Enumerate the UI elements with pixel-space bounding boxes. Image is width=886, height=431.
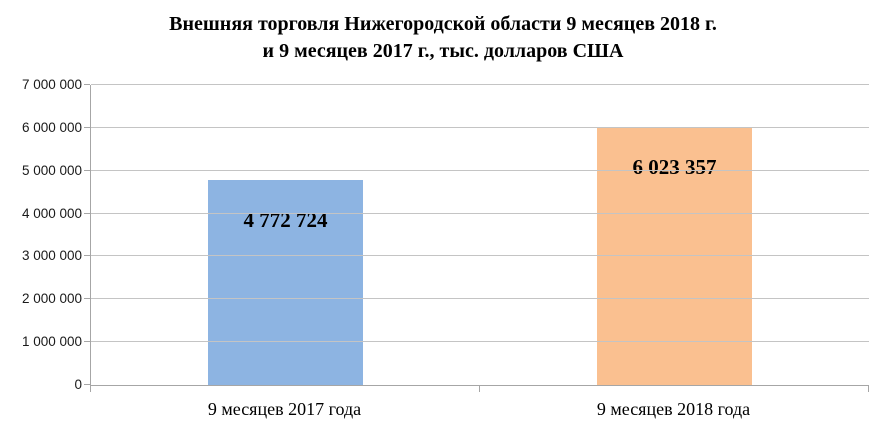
y-axis-labels: 0 1 000 000 2 000 000 3 000 000 4 000 000 5 0… (0, 77, 82, 392)
y-tick-mark (84, 341, 90, 343)
y-tick-mark (84, 212, 90, 214)
x-category-label: 9 месяцев 2018 года (596, 399, 751, 419)
x-tick-mark (90, 386, 91, 392)
chart-title-line-2: и 9 месяцев 2017 г., тыс. долларов США (262, 40, 624, 62)
bar-slot: 4 772 724 (91, 85, 480, 385)
gridline (91, 255, 869, 257)
gridline (91, 212, 869, 214)
y-tick-label: 2 000 000 (21, 291, 82, 307)
gridline (91, 126, 869, 128)
bar-slot: 6 023 357 (480, 85, 869, 385)
bars-row: 4 772 724 6 023 357 (91, 85, 869, 385)
x-axis-labels: 9 месяцев 2017 года 9 месяцев 2018 года (90, 397, 868, 421)
x-tick-mark (868, 386, 869, 392)
gridline (91, 169, 869, 171)
y-tick-mark (84, 255, 90, 257)
plot-area: 4 772 724 6 023 357 (84, 84, 869, 392)
x-tick-mark (479, 386, 480, 392)
y-tick-label: 4 000 000 (21, 205, 82, 221)
y-tick-label: 5 000 000 (21, 162, 82, 178)
y-tick-label: 6 000 000 (21, 119, 82, 135)
y-tick-mark (84, 298, 90, 300)
gridline (91, 298, 869, 300)
y-tick-mark (84, 84, 90, 85)
y-tick-label: 7 000 000 (21, 77, 82, 92)
gridline (91, 84, 869, 85)
y-tick-mark (84, 384, 90, 385)
y-tick-label: 1 000 000 (21, 334, 82, 350)
y-tick-label: 3 000 000 (21, 248, 82, 264)
y-tick-mark (84, 126, 90, 128)
y-tick-label: 0 (74, 377, 82, 392)
y-tick-mark (84, 169, 90, 171)
chart-title-line-1: Внешняя торговля Нижегородской области 9… (169, 13, 717, 35)
chart-title: Внешняя торговля Нижегородской области 9… (0, 11, 886, 65)
x-category-label: 9 месяцев 2017 года (207, 399, 362, 419)
gridline (91, 341, 869, 343)
bar: 4 772 724 (208, 180, 363, 385)
bar-value-label: 6 023 357 (632, 154, 717, 179)
bar-value-label: 4 772 724 (243, 208, 328, 233)
